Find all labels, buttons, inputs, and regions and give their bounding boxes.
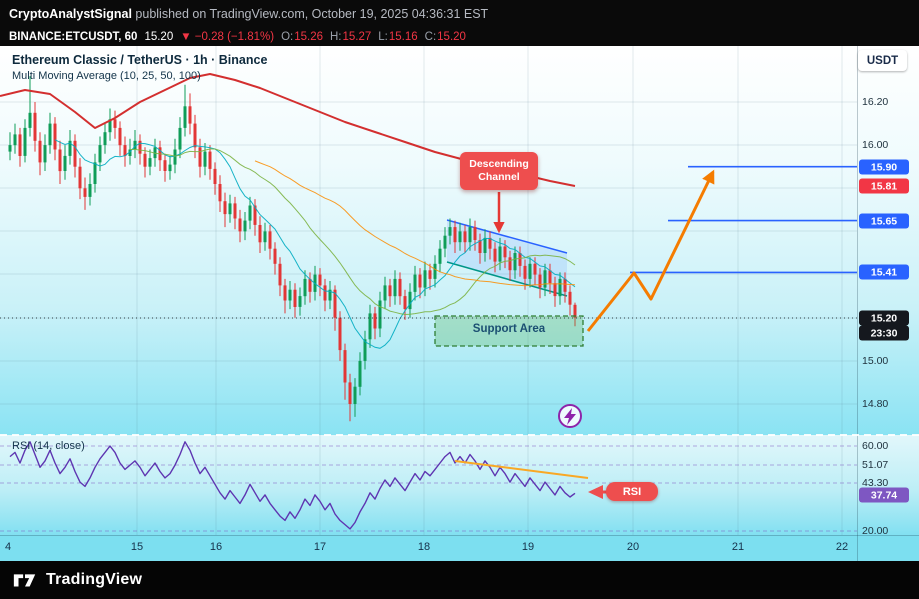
rsi-pane[interactable] xyxy=(0,435,919,535)
close-label: C: xyxy=(424,30,437,43)
last-price: 15.20 xyxy=(144,30,174,43)
attribution-author[interactable]: CryptoAnalystSignal xyxy=(9,6,132,21)
ohlc-high: H: 15.27 xyxy=(330,31,371,43)
high-value: 15.27 xyxy=(342,30,372,43)
price-axis-separator xyxy=(857,46,858,561)
attribution-text: published on TradingView.com, October 19… xyxy=(131,6,489,21)
ohlc-close: C: 15.20 xyxy=(425,31,466,43)
open-label: O: xyxy=(281,30,294,43)
ohlc-open: O: 15.26 xyxy=(281,31,323,43)
high-label: H: xyxy=(330,30,342,43)
open-value: 15.26 xyxy=(294,30,323,43)
rsi-callout-label: RSI xyxy=(606,482,658,501)
symbol-name[interactable]: BINANCE:ETCUSDT, 60 xyxy=(9,30,138,43)
tradingview-mark-icon xyxy=(13,574,36,587)
close-value: 15.20 xyxy=(437,30,466,43)
ohlc-low: L: 15.16 xyxy=(378,31,417,43)
brand-name: TradingView xyxy=(46,571,143,588)
indicator-title: Multi Moving Average (10, 25, 50, 100) xyxy=(12,70,201,82)
support-area-label: Support Area xyxy=(472,323,546,335)
descending-channel-label: Descending Channel xyxy=(460,152,538,190)
tradingview-logo[interactable]: TradingView xyxy=(12,567,142,593)
rsi-indicator-title: RSI (14, close) xyxy=(12,440,85,452)
price-change: ▼ −0.28 (−1.81%) xyxy=(180,30,275,43)
time-axis-pane[interactable] xyxy=(0,535,919,561)
price-pane[interactable] xyxy=(0,46,919,435)
symbol-info-bar: BINANCE:ETCUSDT, 60 15.20 ▼ −0.28 (−1.81… xyxy=(0,27,919,46)
footer-bar: TradingView xyxy=(0,561,919,599)
attribution-bar: CryptoAnalystSignal published on Trading… xyxy=(0,0,919,27)
currency-toggle-button[interactable]: USDT xyxy=(858,50,907,71)
chart-title: Ethereum Classic / TetherUS · 1h · Binan… xyxy=(12,53,268,67)
low-label: L: xyxy=(378,30,388,43)
low-value: 15.16 xyxy=(388,30,418,43)
